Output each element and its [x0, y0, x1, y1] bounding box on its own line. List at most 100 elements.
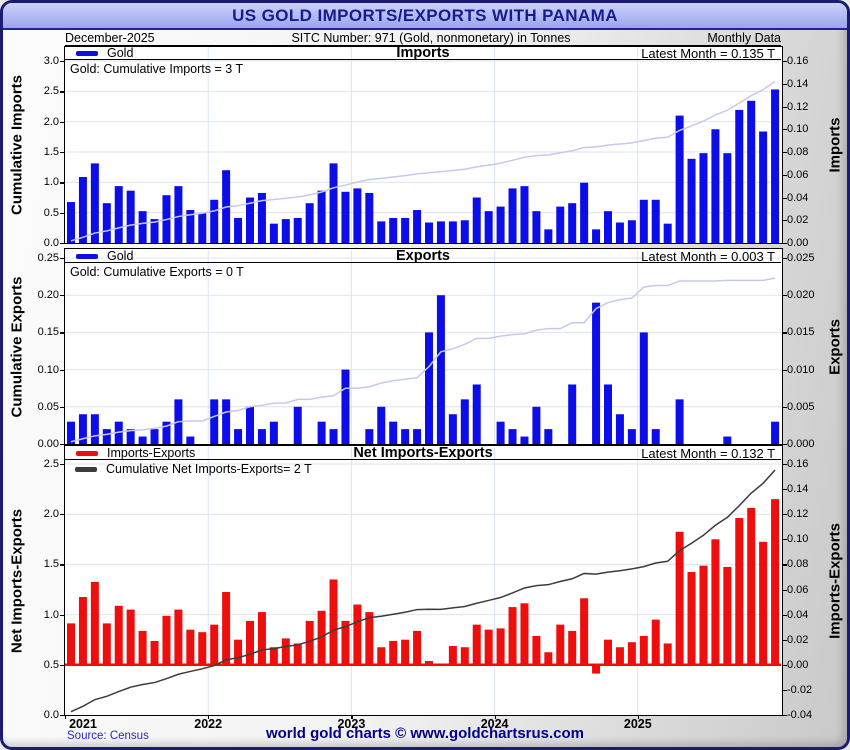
y-axis-tick-label: 0.000 [787, 438, 815, 450]
exports-panel-title: Exports [396, 248, 450, 264]
y-axis-tick-label: -0.04 [787, 709, 813, 721]
y-axis-tick-label: 0.0 [43, 709, 59, 721]
imports-right-axis-title: Imports [826, 117, 844, 173]
axis-tick-mark [781, 614, 787, 616]
axis-tick-mark [59, 151, 65, 154]
axis-tick-mark [781, 152, 787, 154]
y-axis-tick-label: 0.10 [787, 533, 809, 546]
axis-tick-mark [59, 715, 65, 717]
axis-tick-mark [59, 91, 65, 93]
imports-panel-title: Imports [396, 45, 450, 61]
imports-bars [67, 89, 780, 243]
axis-tick-mark [59, 60, 65, 63]
y-axis-tick-label: 1.5 [43, 145, 59, 158]
x-axis-year-label: 2025 [623, 717, 652, 731]
y-axis-tick-label: 0.00 [787, 658, 809, 671]
y-axis-tick-label: 0.10 [37, 363, 59, 376]
exports-plot-area [64, 248, 783, 445]
y-axis-tick-label: 0.05 [37, 400, 59, 413]
net-legend: Imports-Exports [71, 446, 353, 460]
axis-tick-mark [781, 61, 787, 63]
axis-tick-mark [59, 614, 65, 616]
axis-tick-mark [781, 220, 787, 222]
y-axis-tick-label: 0.20 [37, 289, 59, 302]
net-legend-label: Imports-Exports [107, 446, 196, 460]
y-axis-tick-label: 0.020 [787, 289, 815, 302]
cumulative-net-line-swatch-icon [75, 466, 97, 472]
imports-latest-value: Latest Month = 0.135 T [641, 45, 776, 61]
exports-cumulative-line [70, 277, 776, 443]
axis-tick-mark [781, 197, 787, 199]
y-axis-tick-label: 0.12 [787, 100, 809, 113]
y-axis-tick-label: 0.005 [787, 400, 815, 413]
gridlines [65, 447, 781, 715]
axis-tick-mark [59, 406, 65, 408]
y-axis-tick-label: 0.12 [787, 508, 809, 521]
x-axis-tick-mark [65, 715, 67, 719]
axis-tick-mark [59, 369, 65, 371]
net-chart [65, 447, 781, 715]
net-cumulative-label: Cumulative Net Imports-Exports= 2 T [106, 462, 312, 476]
y-axis-tick-label: 1.0 [43, 608, 59, 621]
exports-cumulative-legend: Gold: Cumulative Exports = 0 T [65, 265, 781, 279]
website-label: world gold charts © www.goldchartsrus.co… [265, 725, 585, 742]
axis-tick-mark [59, 121, 65, 123]
y-axis-tick-label: 0.025 [787, 252, 815, 264]
net-left-axis-title: Net Imports-Exports [8, 508, 26, 654]
net-bar-swatch-icon [76, 450, 98, 456]
sitc-label: SITC Number: 971 (Gold, nonmonetary) in … [291, 31, 571, 45]
exports-chart [65, 250, 781, 444]
y-axis-tick-label: -0.02 [787, 683, 813, 696]
gridlines [65, 47, 781, 243]
axis-tick-mark [59, 332, 65, 334]
axis-tick-mark [59, 243, 65, 245]
imports-legend-label: Gold [107, 46, 134, 60]
imports-cumulative-legend: Gold: Cumulative Imports = 3 T [65, 62, 781, 76]
exports-legend-label: Gold [107, 249, 134, 263]
x-axis-year-label: 2024 [480, 717, 509, 731]
x-axis-tick-mark [351, 715, 353, 719]
x-axis-tick-mark [494, 715, 496, 719]
axis-tick-mark [781, 106, 787, 108]
axis-tick-mark [781, 464, 787, 466]
axis-tick-mark [781, 444, 787, 446]
axis-tick-mark [781, 369, 787, 371]
y-axis-tick-label: 0.02 [787, 214, 809, 227]
axis-tick-mark [59, 664, 65, 666]
axis-tick-mark [781, 539, 787, 541]
net-plot-area [64, 445, 783, 716]
y-axis-tick-label: 0.14 [787, 77, 809, 90]
net-panel-title: Net Imports-Exports [353, 445, 493, 461]
y-axis-tick-label: 0.10 [787, 123, 809, 136]
y-axis-tick-label: 0.16 [787, 55, 809, 67]
imports-chart [65, 47, 781, 243]
net-imports-exports-bars [67, 499, 780, 674]
y-axis-tick-label: 0.06 [787, 168, 809, 181]
y-axis-tick-label: 0.010 [787, 363, 815, 376]
axis-tick-mark [781, 689, 787, 692]
axis-tick-mark [781, 664, 787, 666]
gridlines [65, 250, 781, 444]
exports-right-axis-title: Exports [826, 319, 844, 375]
axis-tick-mark [781, 258, 787, 260]
y-axis-tick-label: 2.0 [43, 508, 59, 521]
y-axis-tick-label: 0.015 [787, 326, 815, 339]
axis-tick-mark [781, 564, 787, 566]
axis-tick-mark [781, 589, 787, 591]
x-axis-tick-mark [637, 715, 639, 719]
net-cumulative-legend: Cumulative Net Imports-Exports= 2 T [65, 462, 781, 476]
y-axis-tick-label: 0.08 [787, 146, 809, 158]
y-axis-tick-label: 0.08 [787, 558, 809, 571]
axis-tick-mark [59, 514, 65, 516]
imports-legend: Gold [71, 46, 396, 60]
axis-tick-mark [59, 212, 65, 214]
axis-tick-mark [781, 489, 787, 491]
source-label: Source: Census [67, 730, 149, 742]
gold-bar-swatch-icon [76, 50, 98, 56]
page-title: US GOLD IMPORTS/EXPORTS WITH PANAMA [3, 3, 847, 30]
y-axis-tick-label: 0.00 [37, 438, 59, 450]
imports-header-strip: Gold Imports Latest Month = 0.135 T [65, 45, 781, 61]
x-axis-year-label: 2023 [337, 717, 366, 731]
axis-tick-mark [781, 406, 787, 408]
